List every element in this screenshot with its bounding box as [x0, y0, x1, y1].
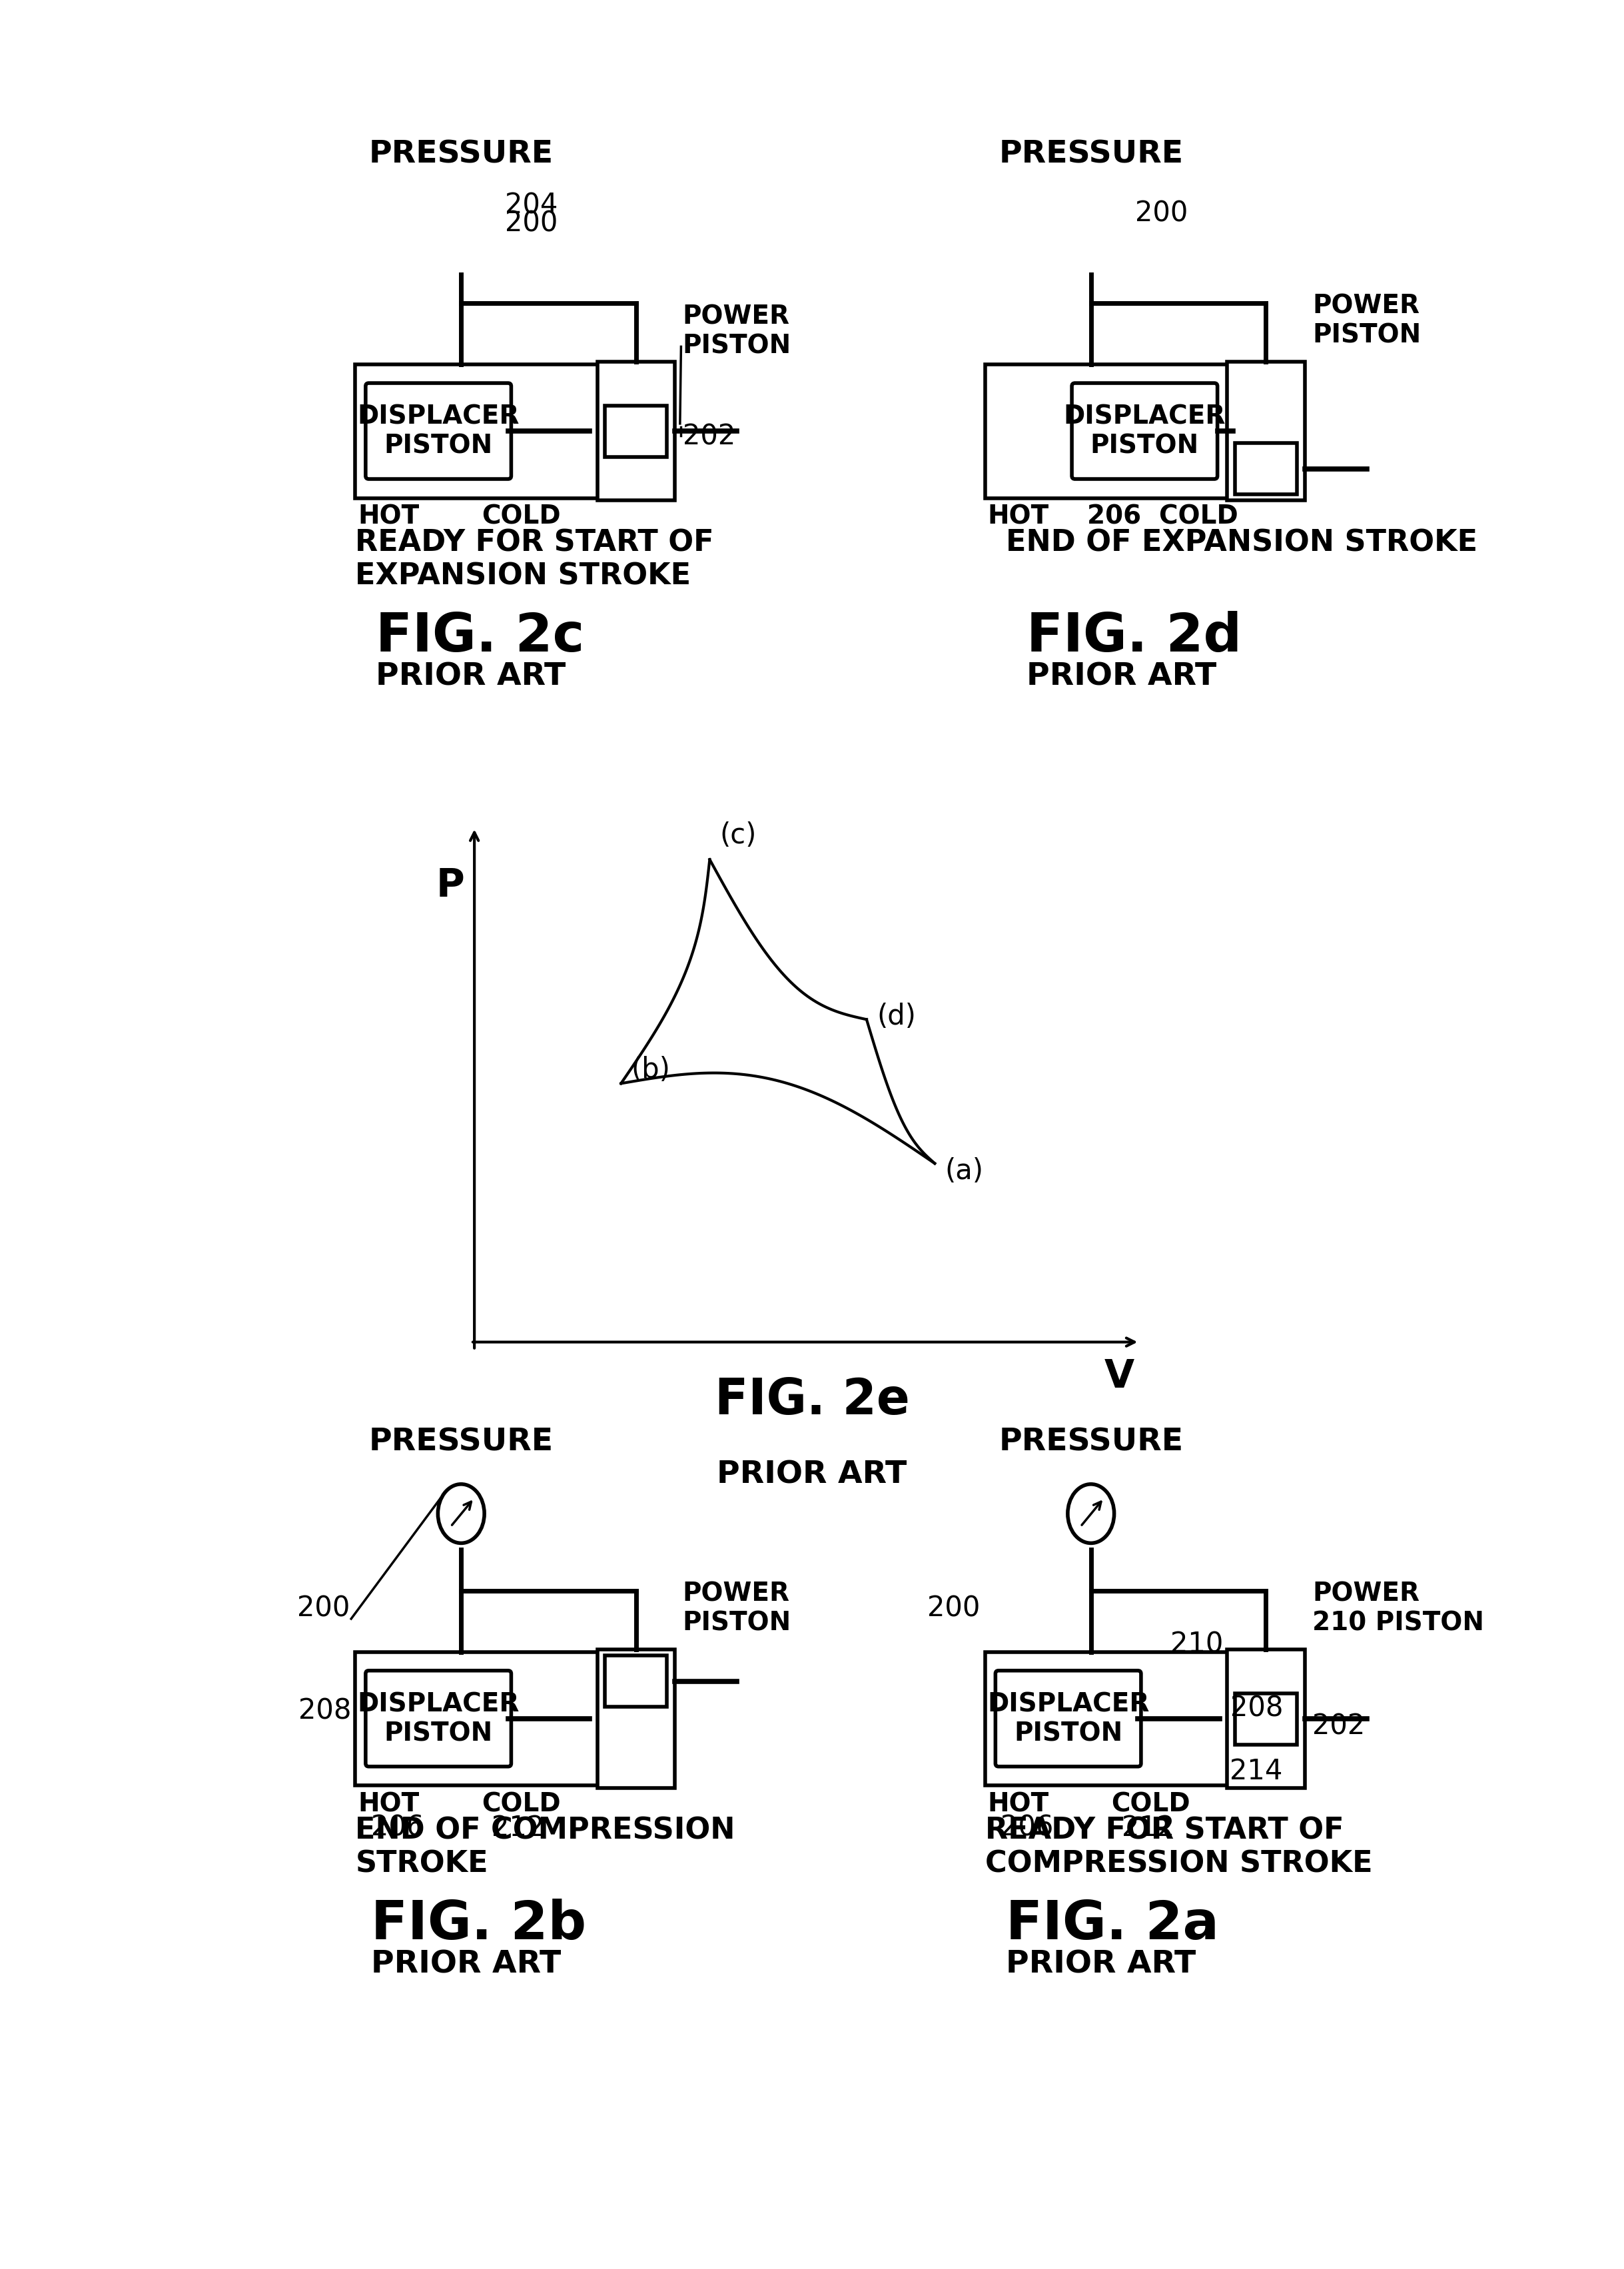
Text: 210: 210	[1171, 1631, 1223, 1659]
Text: 202: 202	[682, 422, 736, 452]
Text: POWER
210 PISTON: POWER 210 PISTON	[1312, 1581, 1484, 1636]
Bar	[1228, 1650, 1304, 1788]
Text: HOT: HOT	[357, 1793, 419, 1817]
Ellipse shape	[1067, 197, 1114, 256]
Text: DISPLACER
PISTON: DISPLACER PISTON	[357, 404, 520, 458]
Bar	[364, 1661, 588, 1777]
Text: HOT: HOT	[987, 1793, 1049, 1817]
Text: 200: 200	[927, 1595, 979, 1622]
Ellipse shape	[1067, 1484, 1114, 1543]
Ellipse shape	[438, 1484, 484, 1543]
FancyBboxPatch shape	[996, 1670, 1142, 1768]
Bar	[986, 365, 1228, 497]
Text: DISPLACER
PISTON: DISPLACER PISTON	[1064, 404, 1226, 458]
Text: FIG. 2d: FIG. 2d	[1026, 610, 1242, 663]
Text: READY FOR START OF
EXPANSION STROKE: READY FOR START OF EXPANSION STROKE	[356, 529, 715, 590]
Bar	[598, 1650, 676, 1788]
Text: 212: 212	[1122, 1813, 1174, 1842]
Text: 204: 204	[505, 191, 559, 220]
Bar	[1228, 363, 1304, 501]
Bar	[1234, 1693, 1298, 1745]
Text: PRIOR ART: PRIOR ART	[375, 663, 565, 692]
Text: POWER
PISTON: POWER PISTON	[682, 304, 791, 359]
FancyBboxPatch shape	[365, 383, 512, 479]
Text: FIG. 2c: FIG. 2c	[375, 610, 585, 663]
Text: POWER
PISTON: POWER PISTON	[682, 1581, 791, 1636]
Ellipse shape	[438, 197, 484, 256]
Text: PRESSURE: PRESSURE	[369, 141, 554, 170]
Text: P: P	[437, 867, 464, 905]
Text: FIG. 2b: FIG. 2b	[370, 1899, 586, 1951]
Text: HOT: HOT	[357, 504, 419, 529]
Text: FIG. 2e: FIG. 2e	[715, 1375, 909, 1425]
Text: READY FOR START OF
COMPRESSION STROKE: READY FOR START OF COMPRESSION STROKE	[986, 1815, 1372, 1879]
Text: DISPLACER
PISTON: DISPLACER PISTON	[357, 1690, 520, 1747]
Text: 202: 202	[1312, 1713, 1366, 1740]
Text: (c): (c)	[719, 821, 757, 849]
Text: (b): (b)	[632, 1055, 671, 1085]
Text: 200: 200	[505, 209, 559, 238]
Text: 208: 208	[1231, 1695, 1283, 1722]
Text: 208: 208	[299, 1697, 351, 1724]
Text: COLD: COLD	[1111, 1793, 1190, 1817]
Text: COLD: COLD	[481, 504, 560, 529]
Bar	[994, 374, 1218, 488]
Text: PRESSURE: PRESSURE	[999, 1427, 1184, 1457]
Bar	[598, 363, 676, 501]
Text: PRESSURE: PRESSURE	[999, 141, 1184, 170]
FancyBboxPatch shape	[365, 1670, 512, 1768]
Bar	[606, 1656, 667, 1706]
Text: 200: 200	[1135, 200, 1187, 227]
Text: 200: 200	[297, 1595, 351, 1622]
Text: DISPLACER
PISTON: DISPLACER PISTON	[987, 1690, 1150, 1747]
Text: PRIOR ART: PRIOR ART	[716, 1459, 908, 1491]
Text: HOT: HOT	[987, 504, 1049, 529]
Bar	[986, 1652, 1228, 1786]
Text: (d): (d)	[877, 1003, 916, 1030]
FancyBboxPatch shape	[1072, 383, 1218, 479]
Bar	[1234, 442, 1298, 495]
Text: PRIOR ART: PRIOR ART	[1026, 663, 1216, 692]
Text: COLD: COLD	[481, 1793, 560, 1817]
Bar	[364, 374, 588, 488]
Text: POWER
PISTON: POWER PISTON	[1312, 293, 1421, 349]
Text: END OF COMPRESSION
STROKE: END OF COMPRESSION STROKE	[356, 1815, 736, 1879]
Text: V: V	[1104, 1357, 1134, 1395]
Text: PRIOR ART: PRIOR ART	[370, 1949, 560, 1979]
Bar	[356, 365, 598, 497]
Text: FIG. 2a: FIG. 2a	[1005, 1899, 1220, 1951]
Text: 214: 214	[1229, 1756, 1283, 1786]
Text: 212: 212	[492, 1813, 544, 1842]
Text: 206: 206	[1000, 1813, 1054, 1842]
Text: 206: 206	[370, 1813, 424, 1842]
Text: PRESSURE: PRESSURE	[369, 1427, 554, 1457]
Bar	[606, 406, 667, 456]
Bar	[994, 1661, 1218, 1777]
Text: 206  COLD: 206 COLD	[1086, 504, 1237, 529]
Bar	[356, 1652, 598, 1786]
Text: (a): (a)	[945, 1157, 984, 1184]
Text: PRIOR ART: PRIOR ART	[1005, 1949, 1195, 1979]
Text: END OF EXPANSION STROKE: END OF EXPANSION STROKE	[1005, 529, 1478, 558]
